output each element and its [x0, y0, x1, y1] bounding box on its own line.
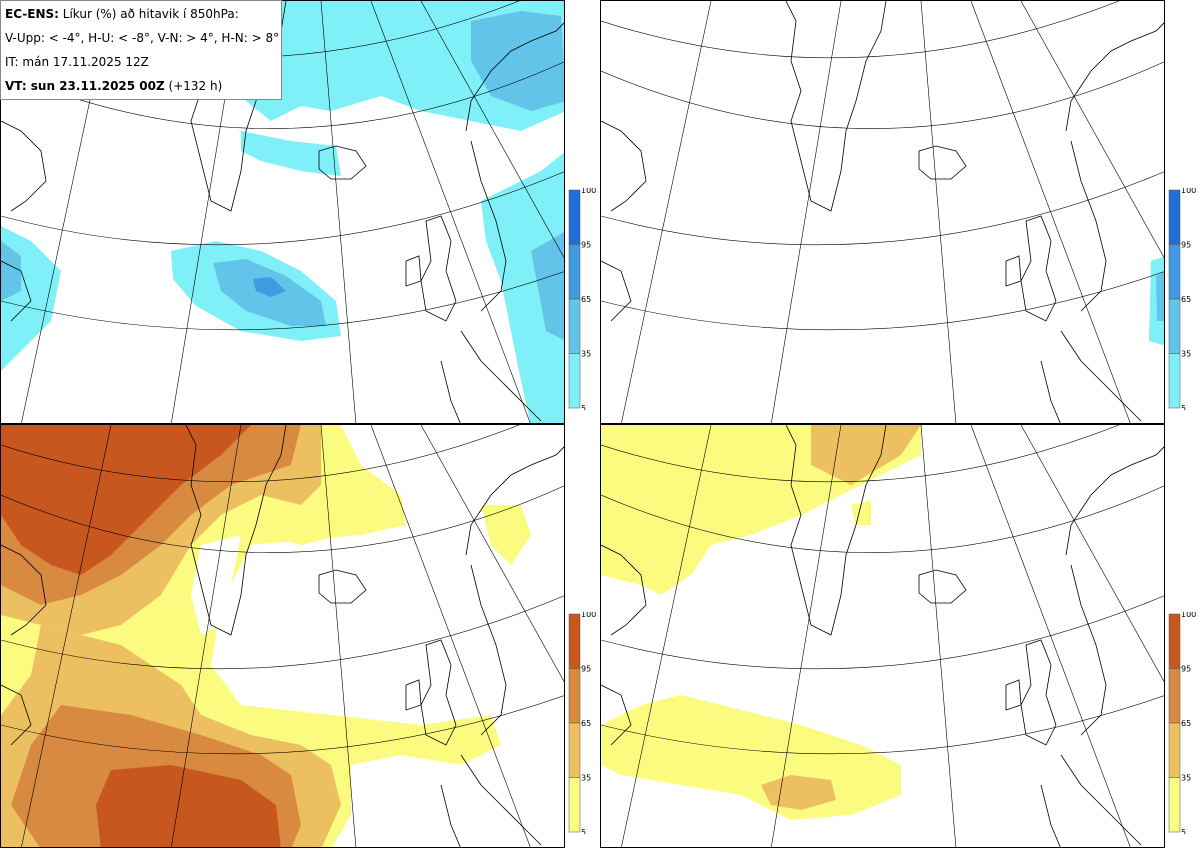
- colorbar-tick-label: 65: [581, 295, 591, 304]
- colorbar-h-n: 100 95 65 35 5: [1166, 610, 1200, 837]
- colorbar-tick-label: 5: [581, 404, 586, 410]
- colorbar-warm-2: 100 95 65 35 5: [1168, 610, 1196, 837]
- legend-line-2: V-Upp: < -4°, H-U: < -8°, V-N: > 4°, H-N…: [5, 31, 280, 45]
- legend-title: Líkur (%) að hitavik í 850hPa:: [58, 7, 239, 21]
- legend-model: EC-ENS:: [5, 7, 59, 21]
- colorbar-segment: [1168, 189, 1181, 245]
- colorbar-tick-label: 35: [581, 774, 591, 783]
- colorbar-v-n: 100 95 65 35 5: [566, 610, 600, 837]
- colorbar-v-upp: 100 95 65 35 5: [566, 186, 600, 413]
- colorbar-tick-label: 100: [1181, 188, 1196, 195]
- colorbar-segment: [568, 613, 581, 669]
- colorbar-segment: [1168, 244, 1181, 300]
- colorbar-tick-label: 65: [581, 719, 591, 728]
- legend-valid-time: VT: sun 23.11.2025 00Z: [5, 79, 165, 93]
- colorbar-segment: [568, 189, 581, 245]
- colorbar-tick-label: 95: [1181, 241, 1191, 250]
- map-panel-v-n: [0, 424, 565, 848]
- colorbar-h-u: 100 95 65 35 5: [1166, 186, 1200, 413]
- colorbar-segment: [568, 722, 581, 778]
- colorbar-segment: [1168, 353, 1181, 409]
- colorbar-segment: [568, 298, 581, 354]
- colorbar-tick-label: 95: [581, 665, 591, 674]
- legend-line-4: VT: sun 23.11.2025 00Z (+132 h): [5, 77, 281, 101]
- colorbar-tick-label: 95: [581, 241, 591, 250]
- colorbar-segment: [1168, 668, 1181, 724]
- colorbar-tick-label: 5: [581, 828, 586, 834]
- colorbar-segment: [568, 244, 581, 300]
- colorbar-segment: [1168, 613, 1181, 669]
- colorbar-tick-label: 35: [581, 350, 591, 359]
- colorbar-segment: [1168, 722, 1181, 778]
- legend-lead-time: (+132 h): [164, 79, 223, 93]
- colorbar-cold-2: 100 95 65 35 5: [1168, 186, 1196, 413]
- colorbar-segment: [568, 777, 581, 833]
- colorbar-segment: [1168, 298, 1181, 354]
- legend-line-3: IT: mán 17.11.2025 12Z: [5, 55, 149, 69]
- colorbar-tick-label: 100: [581, 612, 596, 619]
- colorbar-tick-label: 95: [1181, 665, 1191, 674]
- map-v-n: [1, 425, 564, 847]
- colorbar-tick-label: 35: [1181, 350, 1191, 359]
- legend-line-1: EC-ENS: Líkur (%) að hitavik í 850hPa:: [5, 5, 281, 29]
- map-h-n: [601, 425, 1164, 847]
- map-panel-v-upp: [0, 0, 565, 424]
- colorbar-segment: [568, 668, 581, 724]
- colorbar-tick-label: 100: [1181, 612, 1196, 619]
- map-v-upp: [1, 1, 564, 423]
- map-h-u: [601, 1, 1164, 423]
- colorbar-tick-label: 5: [1181, 404, 1186, 410]
- colorbar-tick-label: 65: [1181, 295, 1191, 304]
- colorbar-tick-label: 100: [581, 188, 596, 195]
- colorbar-cold-1: 100 95 65 35 5: [568, 186, 596, 413]
- legend-box: EC-ENS: Líkur (%) að hitavik í 850hPa: V…: [0, 0, 282, 100]
- colorbar-warm-1: 100 95 65 35 5: [568, 610, 596, 837]
- colorbar-tick-label: 35: [1181, 774, 1191, 783]
- colorbar-tick-label: 5: [1181, 828, 1186, 834]
- colorbar-segment: [568, 353, 581, 409]
- map-panel-h-u: [600, 0, 1165, 424]
- map-panel-h-n: [600, 424, 1165, 848]
- colorbar-segment: [1168, 777, 1181, 833]
- colorbar-tick-label: 65: [1181, 719, 1191, 728]
